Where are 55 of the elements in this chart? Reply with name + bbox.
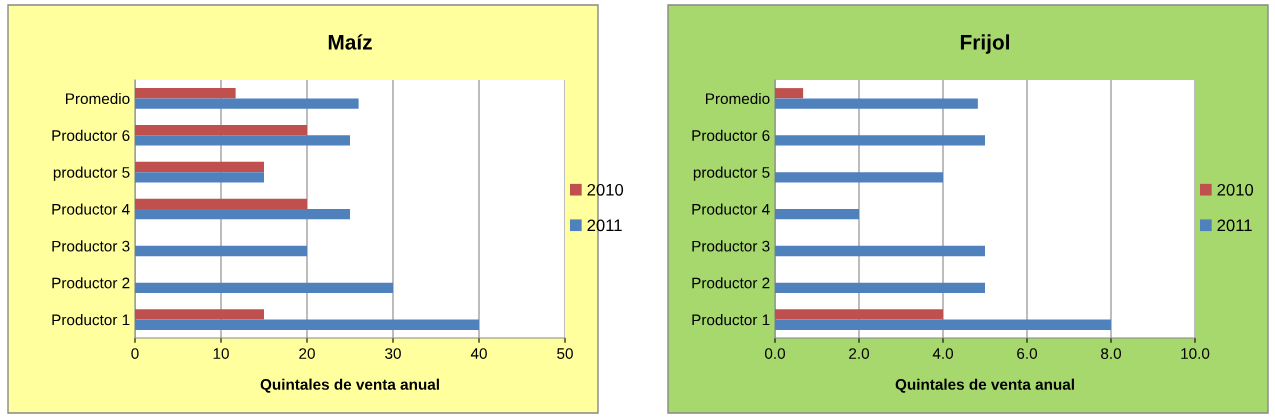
x-tick-label: 10.0	[1181, 348, 1210, 359]
x-tick-label: 0.0	[764, 348, 786, 359]
bar	[135, 161, 264, 173]
x-tick-label: 50	[557, 348, 573, 359]
y-tick-label: Productor 1	[52, 314, 130, 326]
legend-label: 2011	[1217, 219, 1252, 232]
bar	[775, 309, 943, 320]
bar	[135, 172, 264, 183]
bar	[775, 98, 978, 109]
legend-label: 2010	[1217, 183, 1254, 196]
x-tick-label: 4.0	[932, 348, 954, 359]
x-tick-label: 40	[470, 348, 487, 359]
y-tick-label: Productor 2	[52, 277, 130, 289]
bar	[775, 135, 985, 146]
bar	[775, 282, 985, 294]
x-tick-label: 10	[213, 348, 229, 359]
bar	[135, 282, 393, 294]
bar	[135, 309, 264, 320]
y-tick-label: Productor 3	[52, 240, 130, 252]
bar	[775, 172, 943, 183]
x-tick-label: 8.0	[1101, 348, 1122, 359]
bar	[135, 209, 350, 220]
chart-title: Maíz	[328, 34, 372, 50]
bar	[135, 98, 359, 109]
x-axis-title: Quintales de venta anual	[260, 378, 439, 393]
legend-label: 2010	[587, 183, 624, 196]
bar	[775, 209, 859, 220]
y-tick-label: Productor 4	[52, 203, 130, 215]
bar	[775, 245, 985, 257]
legend-label: 2011	[587, 219, 622, 232]
x-tick-label: 20	[299, 348, 315, 359]
x-tick-label: 6.0	[1017, 348, 1038, 359]
x-tick-label: 0	[131, 348, 139, 359]
bar	[775, 88, 804, 99]
x-tick-label: 2.0	[849, 348, 870, 359]
bar	[775, 319, 1111, 330]
x-tick-label: 30	[385, 348, 401, 359]
bar	[135, 135, 350, 146]
bar	[135, 88, 236, 99]
chart-title: Frijol	[960, 34, 1009, 54]
y-tick-label: productor 5	[53, 166, 130, 181]
bar	[135, 124, 307, 136]
y-tick-label: Promedio	[66, 92, 130, 105]
y-tick-label: productor 5	[693, 166, 770, 181]
x-axis-title: Quintales de venta anual	[895, 378, 1074, 393]
bar	[135, 198, 307, 209]
y-tick-label: Promedio	[706, 92, 770, 105]
y-tick-label: Productor 1	[692, 314, 770, 326]
bar	[135, 245, 307, 257]
y-tick-label: Productor 3	[692, 240, 770, 252]
y-tick-label: Productor 2	[692, 277, 770, 289]
bar	[135, 319, 479, 330]
y-tick-label: Productor 6	[52, 129, 130, 141]
y-tick-label: Productor 4	[692, 203, 770, 215]
y-tick-label: Productor 6	[692, 129, 770, 141]
